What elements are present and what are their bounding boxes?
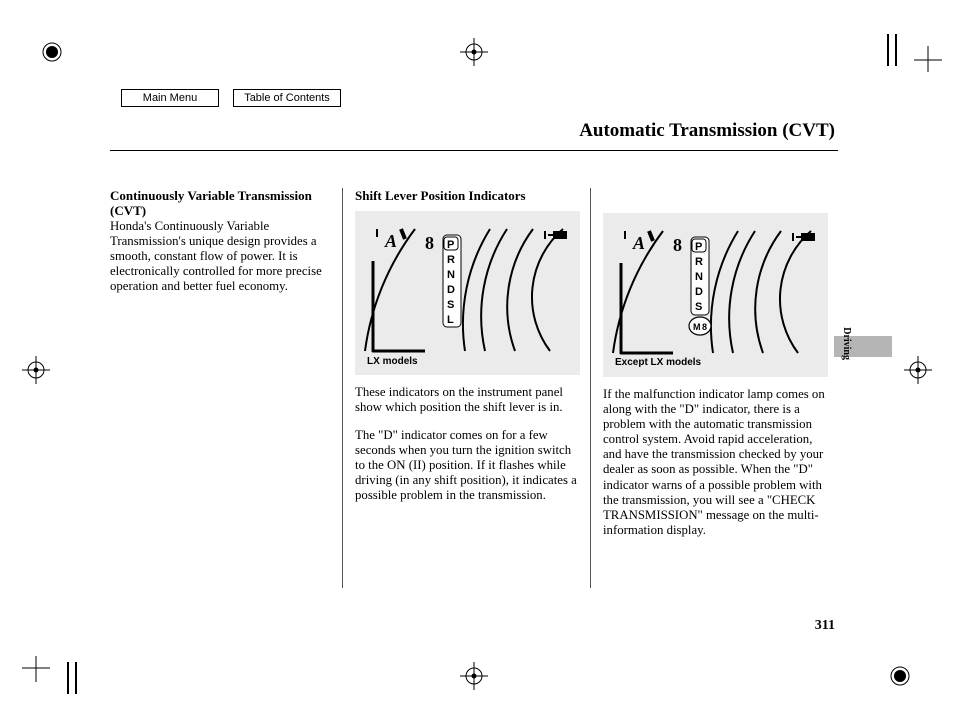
page-number: 311 <box>815 618 835 634</box>
svg-text:8: 8 <box>673 235 682 255</box>
svg-text:S: S <box>447 299 454 311</box>
svg-text:L: L <box>447 314 454 326</box>
page-frame: Main Menu Table of Contents Automatic Tr… <box>0 0 954 720</box>
shift-diagram-lx: A 8 P R N D S L LX models <box>355 211 580 375</box>
shift-diagram-except-lx: A 8 P R N D S M 8 Except LX models <box>603 213 828 377</box>
col3-p1: If the malfunction indicator lamp comes … <box>603 387 828 538</box>
column-1: Continuously Variable Transmission (CVT)… <box>110 188 342 598</box>
svg-text:R: R <box>695 256 703 268</box>
diagram-caption-lx: LX models <box>367 356 418 368</box>
svg-text:A: A <box>384 231 397 251</box>
cvt-heading: Continuously Variable Transmission (CVT) <box>110 188 332 219</box>
registration-target-right <box>904 356 932 384</box>
svg-text:R: R <box>447 254 455 266</box>
svg-text:D: D <box>695 286 703 298</box>
svg-text:P: P <box>695 241 702 253</box>
column-3: A 8 P R N D S M 8 Except LX models <box>603 188 838 598</box>
gauge-ex-svg: A 8 P R N D S M 8 <box>603 213 828 377</box>
nav-bar: Main Menu Table of Contents <box>121 89 341 107</box>
content-columns: Continuously Variable Transmission (CVT)… <box>110 188 838 598</box>
crop-mark-bottom-left <box>20 656 60 696</box>
svg-text:M: M <box>693 322 701 332</box>
section-tab: Driving <box>841 327 852 360</box>
svg-text:S: S <box>695 301 702 313</box>
registration-target-top <box>460 38 488 66</box>
title-rule <box>110 150 838 151</box>
crop-mark-bottom-right <box>888 654 928 694</box>
svg-text:N: N <box>447 269 455 281</box>
column-separator-2 <box>590 188 591 588</box>
svg-text:D: D <box>447 284 455 296</box>
table-of-contents-button[interactable]: Table of Contents <box>233 89 341 107</box>
crop-mark-top-left <box>20 30 60 70</box>
col2-p1: These indicators on the instrument panel… <box>355 385 580 415</box>
column-2: Shift Lever Position Indicators <box>355 188 590 598</box>
col2-p2: The "D" indicator comes on for a few sec… <box>355 428 580 503</box>
svg-text:A: A <box>632 233 645 253</box>
column-separator-1 <box>342 188 343 588</box>
svg-text:8: 8 <box>425 233 434 253</box>
svg-text:P: P <box>447 239 454 251</box>
registration-target-bottom <box>460 662 488 690</box>
registration-target-left <box>22 356 50 384</box>
gauge-lx-svg: A 8 P R N D S L <box>355 211 580 375</box>
shift-indicators-heading: Shift Lever Position Indicators <box>355 188 580 203</box>
crop-mark-top-right <box>884 28 924 68</box>
main-menu-button[interactable]: Main Menu <box>121 89 219 107</box>
diagram-caption-ex: Except LX models <box>615 357 701 369</box>
svg-text:8: 8 <box>702 322 707 332</box>
page-title: Automatic Transmission (CVT) <box>579 120 835 142</box>
cvt-body: Honda's Continuously Variable Transmissi… <box>110 219 332 294</box>
svg-text:N: N <box>695 271 703 283</box>
